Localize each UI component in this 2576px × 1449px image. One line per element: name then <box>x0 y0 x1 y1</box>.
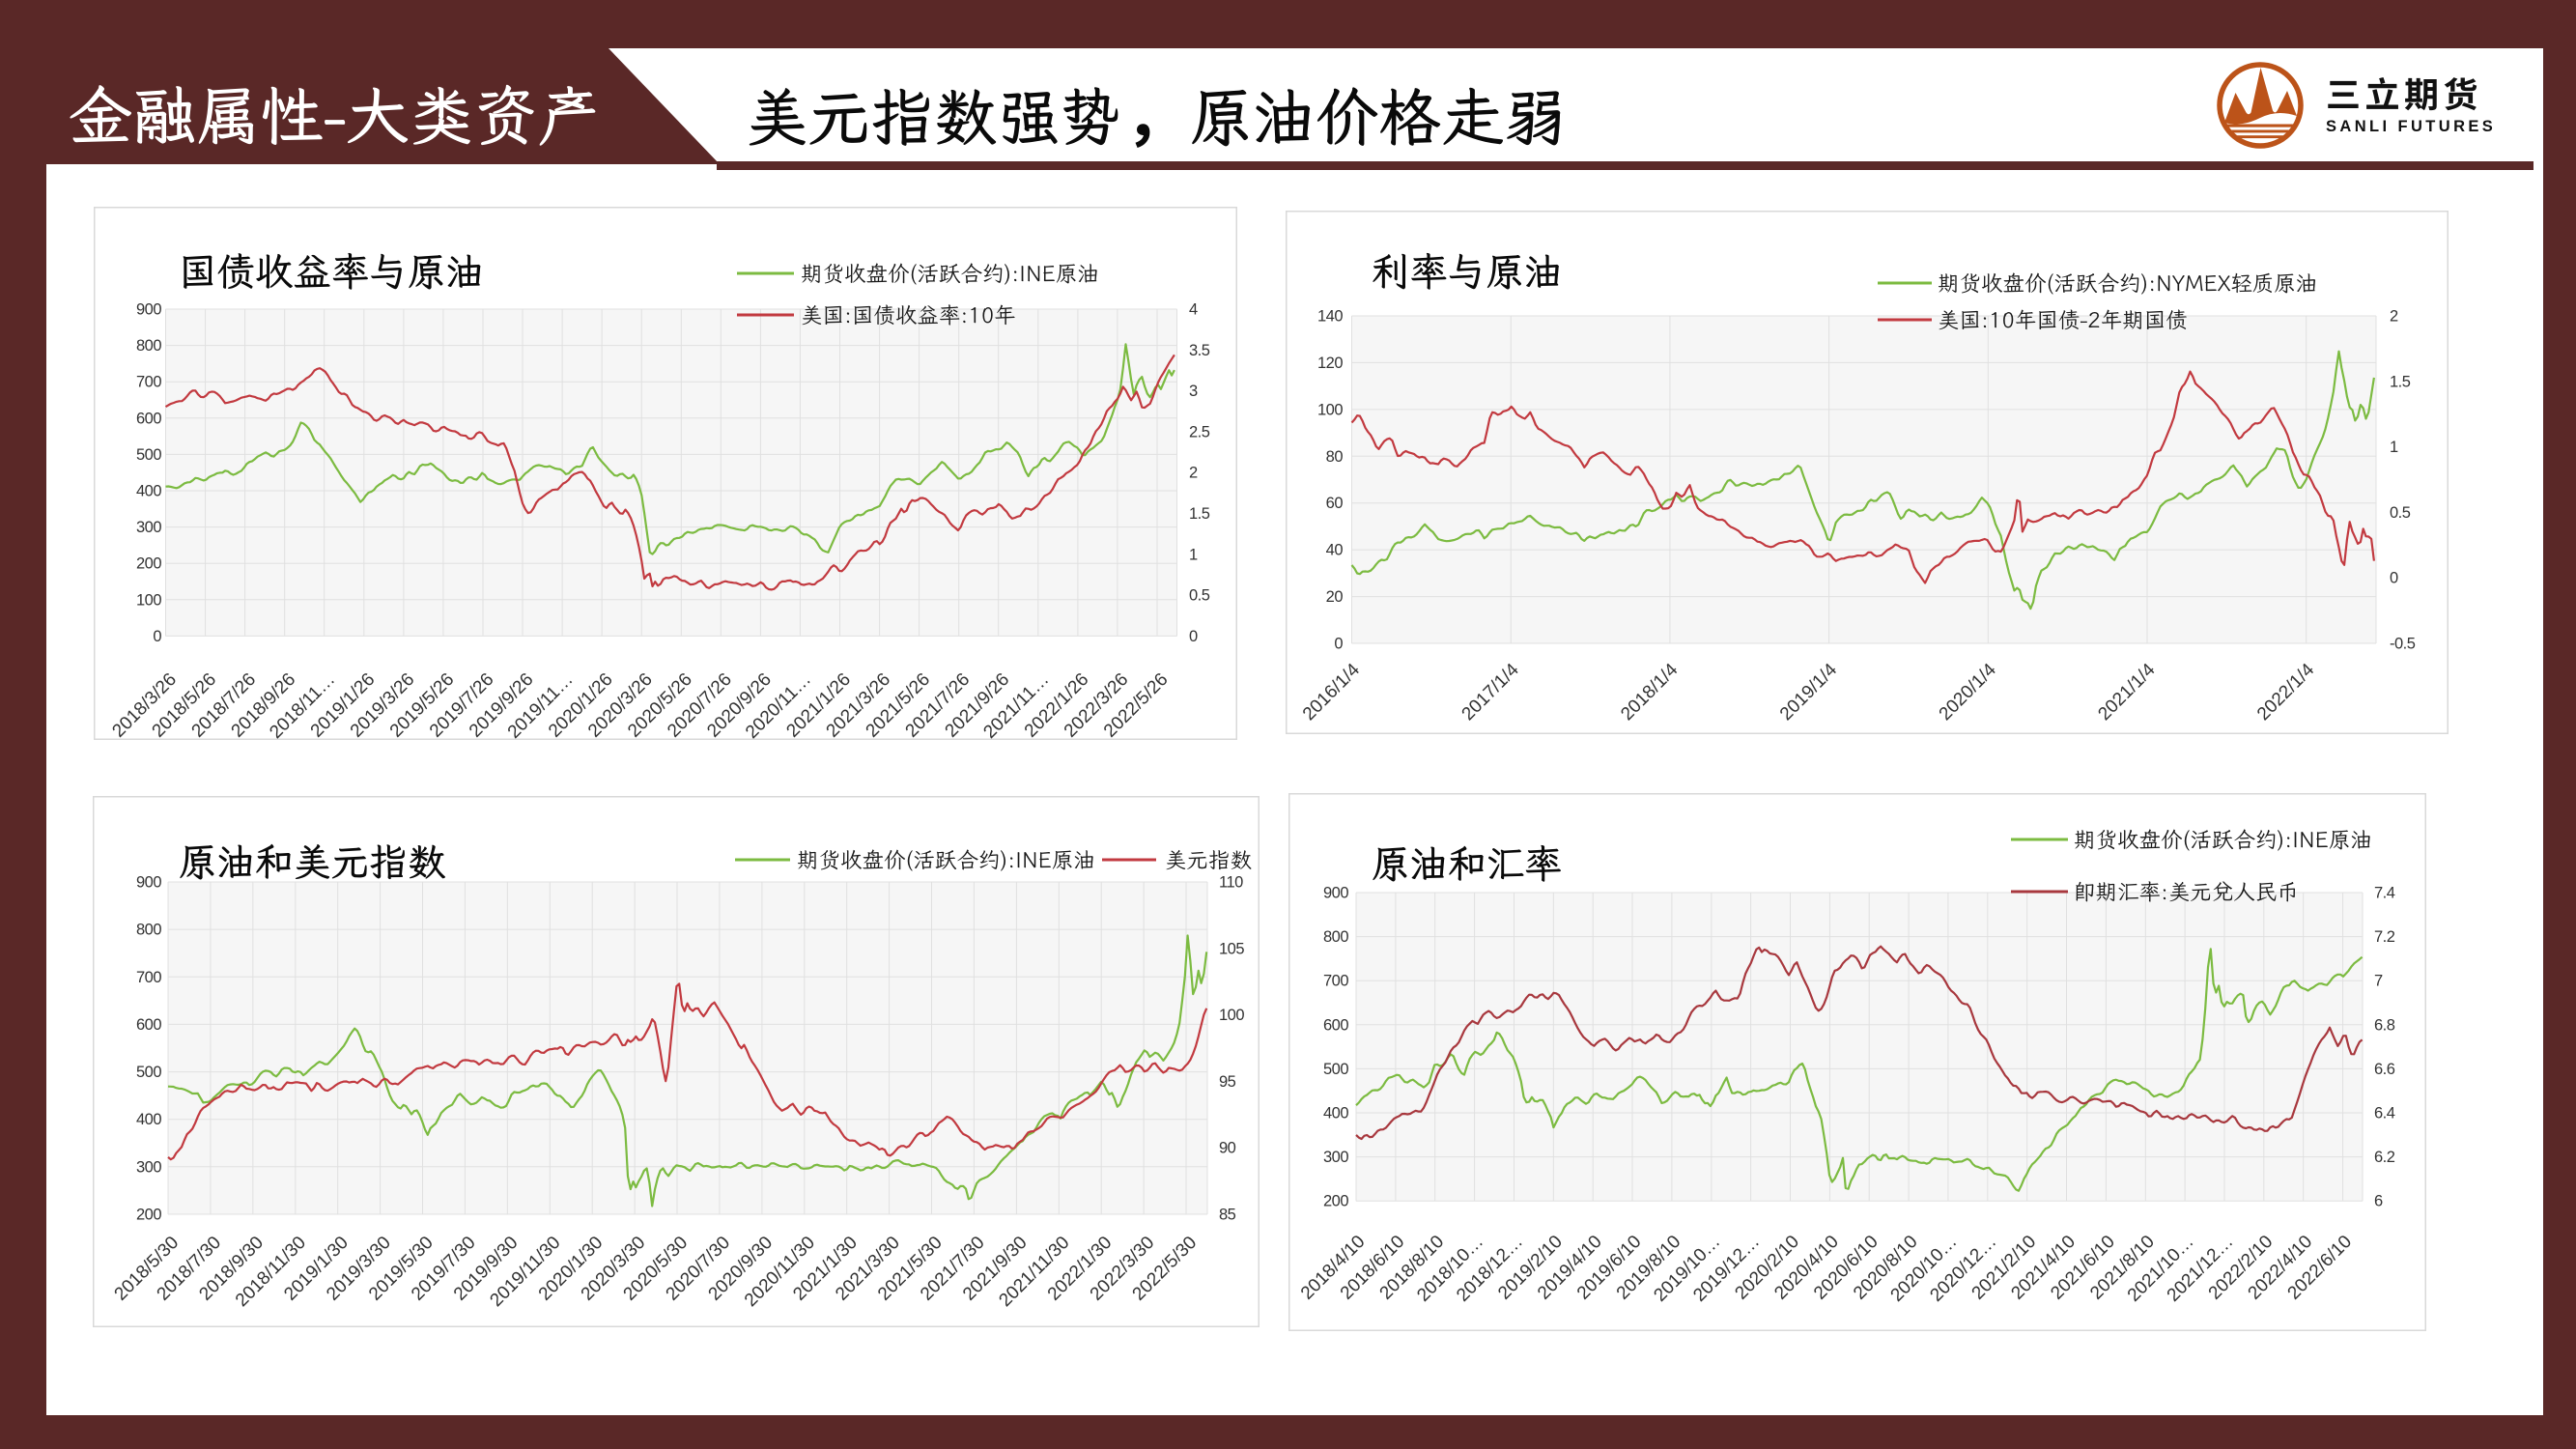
svg-text:2016/1/4: 2016/1/4 <box>1299 660 1364 724</box>
svg-text:6.4: 6.4 <box>2374 1105 2395 1122</box>
svg-text:300: 300 <box>136 1158 161 1176</box>
svg-text:0: 0 <box>1334 636 1343 653</box>
svg-text:7: 7 <box>2374 973 2383 990</box>
svg-text:500: 500 <box>136 1064 161 1081</box>
svg-text:2: 2 <box>1189 465 1198 482</box>
svg-text:800: 800 <box>1323 928 1348 946</box>
svg-text:800: 800 <box>136 337 161 355</box>
svg-text:400: 400 <box>136 483 161 500</box>
svg-text:300: 300 <box>1323 1149 1348 1166</box>
svg-text:1.5: 1.5 <box>2390 373 2411 390</box>
svg-text:600: 600 <box>136 410 161 427</box>
svg-text:500: 500 <box>136 446 161 464</box>
svg-text:60: 60 <box>1326 495 1344 512</box>
svg-text:2: 2 <box>2390 308 2398 326</box>
svg-text:900: 900 <box>136 301 161 319</box>
svg-text:85: 85 <box>1219 1207 1236 1224</box>
svg-text:140: 140 <box>1317 308 1343 326</box>
svg-text:6.2: 6.2 <box>2374 1149 2395 1166</box>
svg-text:SANLI FUTURES: SANLI FUTURES <box>2326 118 2496 135</box>
svg-text:400: 400 <box>1323 1105 1348 1122</box>
svg-text:2020/1/4: 2020/1/4 <box>1936 660 2000 724</box>
svg-text:200: 200 <box>136 555 161 573</box>
svg-text:0: 0 <box>2390 570 2398 587</box>
svg-text:100: 100 <box>136 591 161 609</box>
svg-text:2021/1/4: 2021/1/4 <box>2094 660 2159 724</box>
svg-text:700: 700 <box>1323 973 1348 990</box>
svg-text:2017/1/4: 2017/1/4 <box>1458 660 1523 724</box>
svg-text:600: 600 <box>1323 1016 1348 1034</box>
svg-text:1: 1 <box>2390 439 2398 456</box>
svg-text:3.5: 3.5 <box>1189 342 1210 359</box>
svg-text:80: 80 <box>1326 448 1344 466</box>
svg-text:4: 4 <box>1189 301 1198 319</box>
svg-text:500: 500 <box>1323 1061 1348 1078</box>
svg-text:-0.5: -0.5 <box>2390 636 2416 653</box>
svg-text:300: 300 <box>136 519 161 536</box>
svg-text:700: 700 <box>136 374 161 391</box>
svg-text:100: 100 <box>1219 1007 1244 1024</box>
svg-text:400: 400 <box>136 1111 161 1128</box>
svg-text:2.5: 2.5 <box>1189 423 1210 440</box>
svg-text:200: 200 <box>1323 1193 1348 1210</box>
svg-text:700: 700 <box>136 969 161 986</box>
svg-text:95: 95 <box>1219 1073 1236 1091</box>
svg-text:900: 900 <box>136 874 161 892</box>
svg-text:7.4: 7.4 <box>2374 885 2395 902</box>
svg-text:6: 6 <box>2374 1193 2383 1210</box>
svg-text:2022/1/4: 2022/1/4 <box>2253 660 2318 724</box>
svg-text:0.5: 0.5 <box>2390 504 2411 522</box>
svg-text:120: 120 <box>1317 355 1343 372</box>
svg-text:1.5: 1.5 <box>1189 505 1210 523</box>
svg-text:7.2: 7.2 <box>2374 928 2395 946</box>
svg-text:105: 105 <box>1219 940 1244 957</box>
svg-text:3: 3 <box>1189 383 1198 400</box>
svg-text:6.8: 6.8 <box>2374 1016 2395 1034</box>
svg-text:90: 90 <box>1219 1140 1236 1157</box>
svg-text:40: 40 <box>1326 542 1344 559</box>
svg-text:100: 100 <box>1317 401 1343 418</box>
svg-text:1: 1 <box>1189 546 1198 563</box>
svg-text:600: 600 <box>136 1016 161 1034</box>
svg-text:110: 110 <box>1219 874 1243 892</box>
svg-text:20: 20 <box>1326 588 1344 606</box>
svg-text:900: 900 <box>1323 885 1348 902</box>
svg-text:0: 0 <box>153 628 161 645</box>
svg-text:200: 200 <box>136 1207 161 1224</box>
svg-text:0: 0 <box>1189 628 1198 645</box>
svg-text:6.6: 6.6 <box>2374 1061 2395 1078</box>
svg-text:2019/1/4: 2019/1/4 <box>1776 660 1841 724</box>
svg-text:2018/1/4: 2018/1/4 <box>1617 660 1682 724</box>
svg-text:800: 800 <box>136 922 161 939</box>
svg-text:0.5: 0.5 <box>1189 587 1210 605</box>
